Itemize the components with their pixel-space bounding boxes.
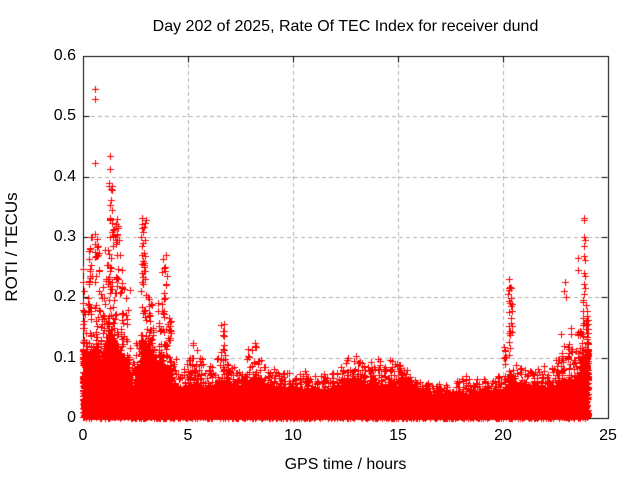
y-tick-label: 0.2 — [53, 288, 76, 306]
x-tick-label: 10 — [284, 427, 302, 444]
y-tick-label: 0 — [67, 409, 76, 426]
chart-title: Day 202 of 2025, Rate Of TEC Index for r… — [152, 18, 539, 35]
x-tick-label: 20 — [494, 427, 512, 444]
y-tick-label: 0.4 — [53, 167, 76, 185]
x-tick-label: 15 — [389, 427, 407, 444]
y-tick-label: 0.3 — [53, 228, 76, 245]
x-tick-label: 5 — [183, 427, 193, 444]
x-tick-label: 25 — [599, 427, 617, 444]
y-tick-label: 0.1 — [53, 348, 76, 366]
y-tick-label: 0.6 — [53, 47, 76, 64]
y-tick-label: 0.5 — [53, 107, 76, 125]
x-axis-label: GPS time / hours — [284, 456, 407, 473]
x-tick-label: 0 — [78, 427, 88, 444]
